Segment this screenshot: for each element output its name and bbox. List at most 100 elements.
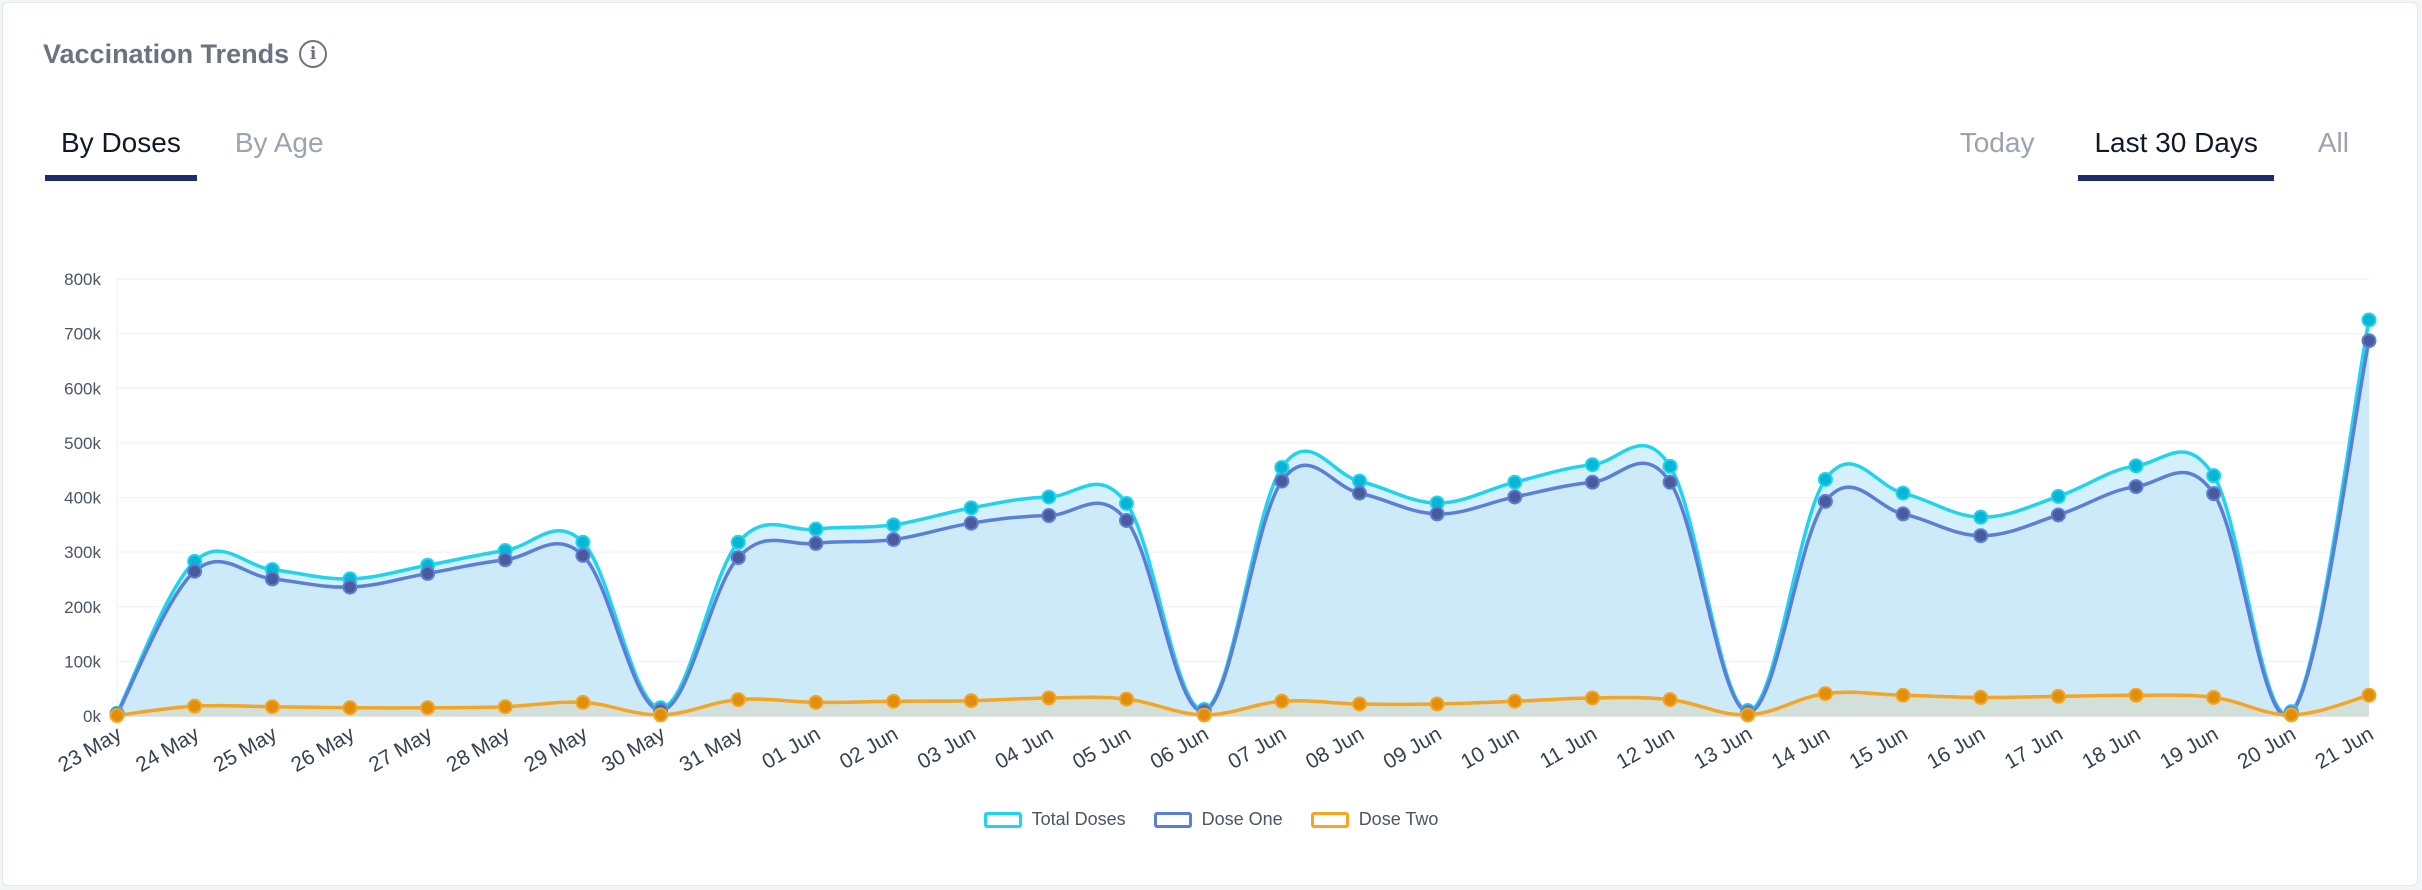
dose-age-tabs: By Doses By Age (45, 121, 362, 181)
tab-all[interactable]: All (2317, 127, 2349, 158)
legend-item-total-doses[interactable]: Total Doses (983, 809, 1126, 830)
point-dose-two (2361, 687, 2377, 703)
x-tick-label: 18 Jun (2078, 722, 2144, 773)
point-dose-two (963, 693, 979, 709)
x-tick-label: 29 May (520, 722, 592, 777)
point-total-doses (1973, 509, 1989, 525)
point-dose-two (2128, 687, 2144, 703)
legend-item-dose-one[interactable]: Dose One (1153, 809, 1283, 830)
point-dose-one (886, 532, 902, 548)
point-dose-one (187, 563, 203, 579)
x-tick-label: 12 Jun (1612, 722, 1678, 773)
point-dose-two (1662, 692, 1678, 708)
point-total-doses (886, 517, 902, 533)
point-dose-two (420, 700, 436, 716)
point-total-doses (963, 500, 979, 516)
y-tick-label: 0k (83, 707, 101, 726)
time-range-tabs: Today Last 30 Days All (1916, 121, 2365, 181)
x-tick-label: 14 Jun (1768, 722, 1834, 773)
x-tick-label: 15 Jun (1845, 722, 1911, 773)
x-tick-label: 24 May (132, 722, 204, 777)
point-total-doses (808, 521, 824, 537)
y-tick-label: 700k (64, 325, 101, 344)
point-dose-one (1274, 473, 1290, 489)
tab-by-age[interactable]: By Age (234, 127, 324, 158)
point-dose-one (342, 579, 358, 595)
x-tick-label: 01 Jun (758, 722, 824, 773)
tab-by-doses[interactable]: By Doses (45, 121, 197, 181)
point-dose-one (2206, 486, 2222, 502)
point-total-doses (1041, 489, 1057, 505)
point-dose-one (1895, 506, 1911, 522)
tab-last-30-days[interactable]: Last 30 Days (2078, 121, 2274, 181)
y-tick-label: 200k (64, 598, 101, 617)
legend-item-dose-two[interactable]: Dose Two (1310, 809, 1438, 830)
point-dose-two (1507, 693, 1523, 709)
point-dose-two (730, 692, 746, 708)
point-dose-two (1274, 693, 1290, 709)
y-tick-label: 600k (64, 379, 101, 398)
page-title: Vaccination Trends (43, 38, 290, 69)
point-dose-one (264, 571, 280, 587)
x-tick-label: 30 May (598, 722, 670, 777)
point-dose-one (575, 547, 591, 563)
point-dose-one (2128, 479, 2144, 495)
point-dose-two (1584, 690, 1600, 706)
point-dose-one (1662, 474, 1678, 490)
point-dose-two (1895, 687, 1911, 703)
point-dose-one (1817, 493, 1833, 509)
x-tick-label: 20 Jun (2234, 722, 2300, 773)
point-dose-two (1351, 696, 1367, 712)
x-tick-label: 23 May (54, 722, 126, 777)
chart-legend: Total Doses Dose One Dose Two (3, 809, 2419, 830)
point-dose-two (342, 700, 358, 716)
y-tick-label: 400k (64, 489, 101, 508)
x-tick-label: 19 Jun (2156, 722, 2222, 773)
x-tick-label: 11 Jun (1536, 722, 1601, 773)
x-tick-label: 27 May (365, 722, 437, 777)
y-tick-label: 500k (64, 434, 101, 453)
point-dose-one (1041, 508, 1057, 524)
point-dose-two (1817, 686, 1833, 702)
legend-swatch-total-doses (983, 811, 1022, 828)
info-circle-icon[interactable]: i (299, 40, 328, 68)
point-dose-two (2206, 689, 2222, 705)
legend-label-dose-one: Dose One (1201, 809, 1283, 829)
point-total-doses (1662, 458, 1678, 474)
x-tick-label: 06 Jun (1147, 722, 1213, 773)
y-tick-label: 800k (64, 270, 101, 289)
point-dose-two (1973, 689, 1989, 705)
point-dose-one (2050, 507, 2066, 523)
point-dose-one (2361, 333, 2377, 349)
point-total-doses (2050, 488, 2066, 504)
point-dose-two (187, 698, 203, 714)
x-tick-label: 09 Jun (1380, 722, 1446, 773)
tab-today[interactable]: Today (1959, 127, 2035, 158)
point-dose-two (886, 693, 902, 709)
point-dose-one (1429, 506, 1445, 522)
x-tick-label: 02 Jun (836, 722, 902, 773)
point-total-doses (730, 534, 746, 550)
y-tick-label: 300k (64, 543, 101, 562)
point-total-doses (1274, 459, 1290, 475)
point-dose-two (109, 707, 125, 723)
x-tick-label: 04 Jun (991, 722, 1057, 773)
x-tick-label: 05 Jun (1069, 722, 1135, 773)
x-tick-label: 28 May (443, 722, 515, 777)
point-dose-two (2283, 707, 2299, 723)
x-tick-label: 10 Jun (1457, 722, 1523, 773)
point-total-doses (1507, 474, 1523, 490)
point-dose-one (1507, 489, 1523, 505)
point-total-doses (2206, 468, 2222, 484)
point-total-doses (1817, 471, 1833, 487)
x-tick-label: 08 Jun (1302, 722, 1368, 773)
y-tick-label: 100k (64, 652, 101, 671)
point-dose-one (1351, 485, 1367, 501)
point-dose-two (2050, 688, 2066, 704)
point-dose-one (1119, 512, 1135, 528)
x-tick-label: 17 Jun (2001, 722, 2067, 773)
point-dose-two (1041, 690, 1057, 706)
legend-swatch-dose-two (1310, 811, 1349, 828)
x-tick-label: 03 Jun (914, 722, 980, 773)
point-dose-two (1196, 707, 1212, 723)
